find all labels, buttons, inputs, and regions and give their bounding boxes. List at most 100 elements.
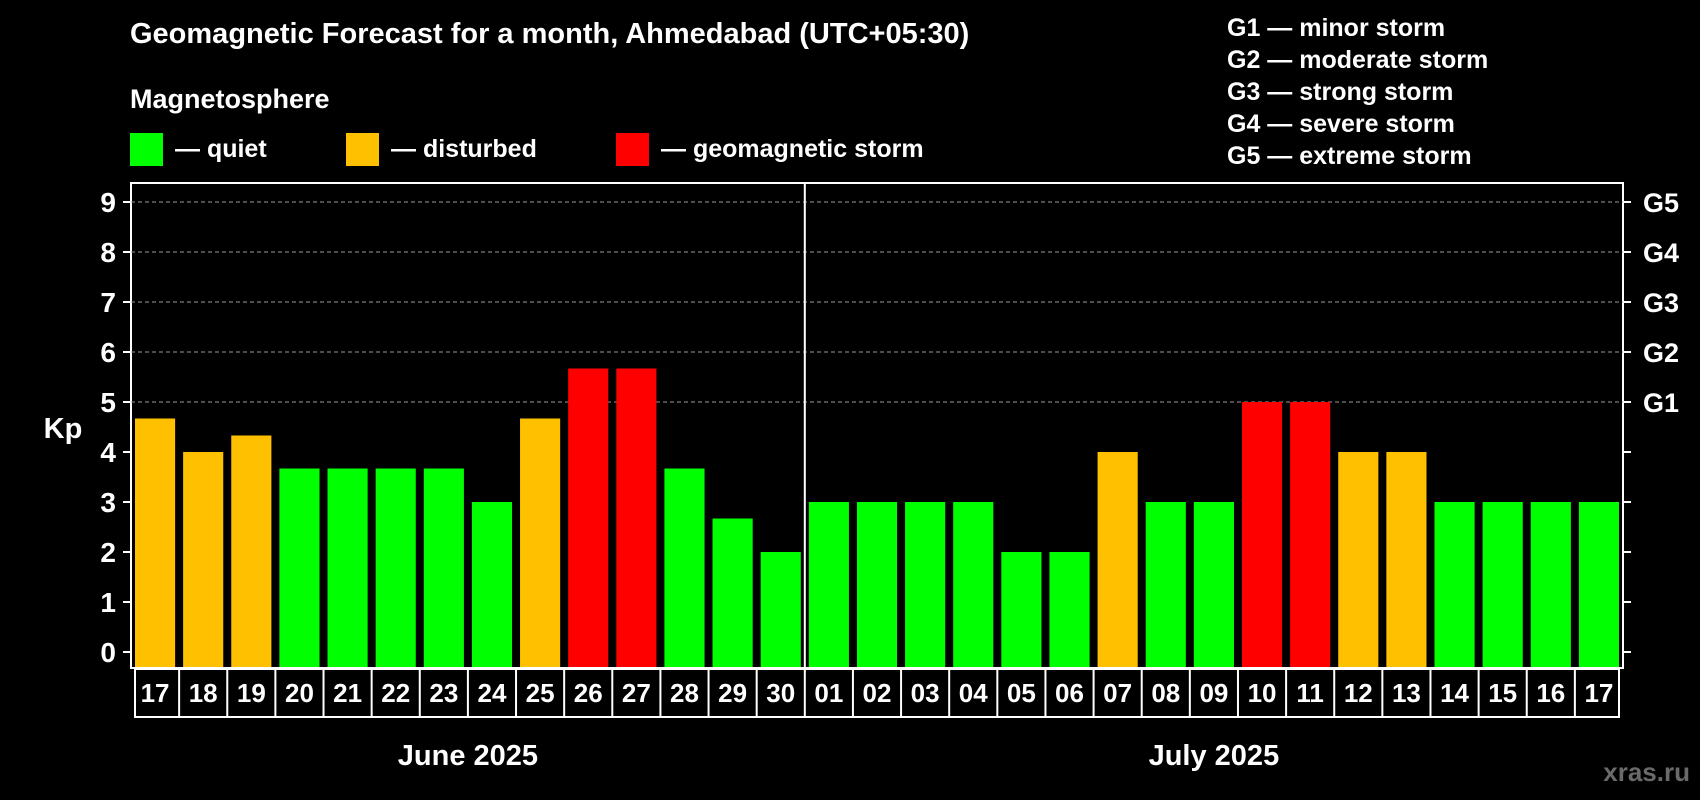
bar-jul-04 (953, 502, 994, 667)
legend-label-quiet: — quiet (175, 134, 267, 163)
legend-label-disturbed: — disturbed (391, 134, 537, 163)
chart-title: Geomagnetic Forecast for a month, Ahmeda… (130, 18, 970, 50)
day-label-jun-26: 26 (574, 678, 603, 708)
storm-scale-legend: G1 — minor storm G2 — moderate storm G3 … (1227, 12, 1488, 172)
bar-jul-06 (1049, 552, 1090, 667)
legend-item-quiet: — quiet (130, 131, 267, 167)
y-tick-label-9: 9 (100, 187, 116, 218)
bar-jul-10 (1241, 402, 1283, 667)
bar-jun-25 (520, 418, 561, 667)
y-tick-label-6: 6 (100, 337, 116, 368)
bar-jun-26 (568, 368, 609, 667)
legend-swatch-disturbed (346, 132, 379, 166)
day-label-jul-09: 09 (1199, 678, 1228, 708)
bar-jul-09 (1193, 502, 1234, 667)
bar-jun-30 (760, 552, 801, 667)
bar-jul-13 (1386, 452, 1427, 667)
day-label-jun-24: 24 (478, 678, 507, 708)
y-tick-label-0: 0 (100, 637, 116, 668)
y-tick-label-3: 3 (100, 487, 116, 518)
bar-jul-02 (856, 502, 898, 667)
day-label-jul-06: 06 (1055, 678, 1084, 708)
bar-jun-17 (135, 418, 176, 667)
y-tick-label-2: 2 (100, 537, 116, 568)
day-label-jun-18: 18 (189, 678, 218, 708)
day-label-jul-03: 03 (911, 678, 940, 708)
legend-label-storm: — geomagnetic storm (661, 134, 924, 163)
day-label-jul-07: 07 (1103, 678, 1132, 708)
y-axis-label: Kp (44, 413, 83, 445)
day-label-jun-28: 28 (670, 678, 699, 708)
bar-jun-22 (375, 468, 416, 667)
day-label-jul-17: 17 (1584, 678, 1613, 708)
day-label-jun-27: 27 (622, 678, 651, 708)
day-label-jun-30: 30 (766, 678, 795, 708)
bar-jul-11 (1290, 402, 1331, 667)
day-label-jun-20: 20 (285, 678, 314, 708)
bar-jul-15 (1482, 502, 1523, 667)
right-label-g4: G4 (1643, 238, 1679, 268)
storm-scale-g3: G3 — strong storm (1227, 78, 1454, 106)
bar-jun-29 (712, 518, 753, 667)
bar-jul-14 (1434, 502, 1475, 667)
magnetosphere-label: Magnetosphere (130, 84, 330, 114)
day-label-jul-01: 01 (814, 678, 843, 708)
bar-jun-21 (327, 468, 368, 667)
bar-jul-01 (808, 502, 849, 667)
legend-swatch-storm (616, 132, 649, 166)
day-label-jul-14: 14 (1440, 678, 1469, 708)
legend-swatch-quiet (130, 132, 163, 166)
legend-item-storm: — geomagnetic storm (616, 131, 924, 167)
month-label-july: July 2025 (1149, 740, 1280, 772)
day-label-jun-21: 21 (333, 678, 362, 708)
bar-jun-23 (423, 468, 464, 667)
storm-scale-g2: G2 — moderate storm (1227, 46, 1489, 74)
month-label-june: June 2025 (398, 740, 538, 772)
bar-jun-18 (183, 452, 224, 667)
bar-jun-24 (471, 502, 513, 667)
y-tick-label-7: 7 (100, 287, 116, 318)
y-tick-label-8: 8 (100, 237, 116, 268)
day-label-jul-05: 05 (1007, 678, 1036, 708)
day-label-jun-17: 17 (141, 678, 170, 708)
day-label-jul-16: 16 (1536, 678, 1565, 708)
day-label-jul-13: 13 (1392, 678, 1421, 708)
day-label-jun-19: 19 (237, 678, 266, 708)
bar-jul-12 (1338, 452, 1379, 667)
right-label-g5: G5 (1643, 188, 1679, 218)
bar-jul-16 (1530, 502, 1571, 667)
bar-jul-07 (1097, 452, 1138, 667)
bar-jun-27 (616, 368, 657, 667)
day-label-jul-11: 11 (1296, 678, 1324, 708)
day-label-jul-10: 10 (1248, 678, 1277, 708)
bar-jul-17 (1578, 502, 1619, 667)
day-label-jul-02: 02 (863, 678, 892, 708)
day-label-jun-29: 29 (718, 678, 747, 708)
day-label-jul-04: 04 (959, 678, 988, 708)
storm-scale-g5: G5 — extreme storm (1227, 142, 1472, 170)
y-tick-label-5: 5 (100, 387, 116, 418)
day-label-jul-15: 15 (1488, 678, 1517, 708)
day-label-jul-12: 12 (1344, 678, 1373, 708)
y-tick-label-4: 4 (100, 437, 116, 468)
bar-jul-08 (1145, 502, 1186, 667)
bar-jun-20 (279, 468, 320, 667)
storm-scale-g1: G1 — minor storm (1227, 14, 1446, 42)
day-label-jun-22: 22 (381, 678, 410, 708)
right-label-g2: G2 (1643, 338, 1679, 368)
legend-item-disturbed: — disturbed (346, 131, 537, 167)
bar-jun-19 (231, 435, 272, 667)
day-label-jul-08: 08 (1151, 678, 1180, 708)
right-label-g3: G3 (1643, 288, 1679, 318)
bar-jul-03 (905, 502, 946, 667)
storm-scale-g4: G4 — severe storm (1227, 110, 1455, 138)
day-label-row (134, 668, 1620, 718)
right-label-g1: G1 (1643, 388, 1679, 418)
watermark: xras.ru (1603, 757, 1690, 787)
day-label-jun-23: 23 (429, 678, 458, 708)
bar-jun-28 (664, 468, 705, 667)
y-tick-label-1: 1 (100, 587, 116, 618)
day-label-jun-25: 25 (526, 678, 555, 708)
bar-jul-05 (1001, 552, 1042, 667)
